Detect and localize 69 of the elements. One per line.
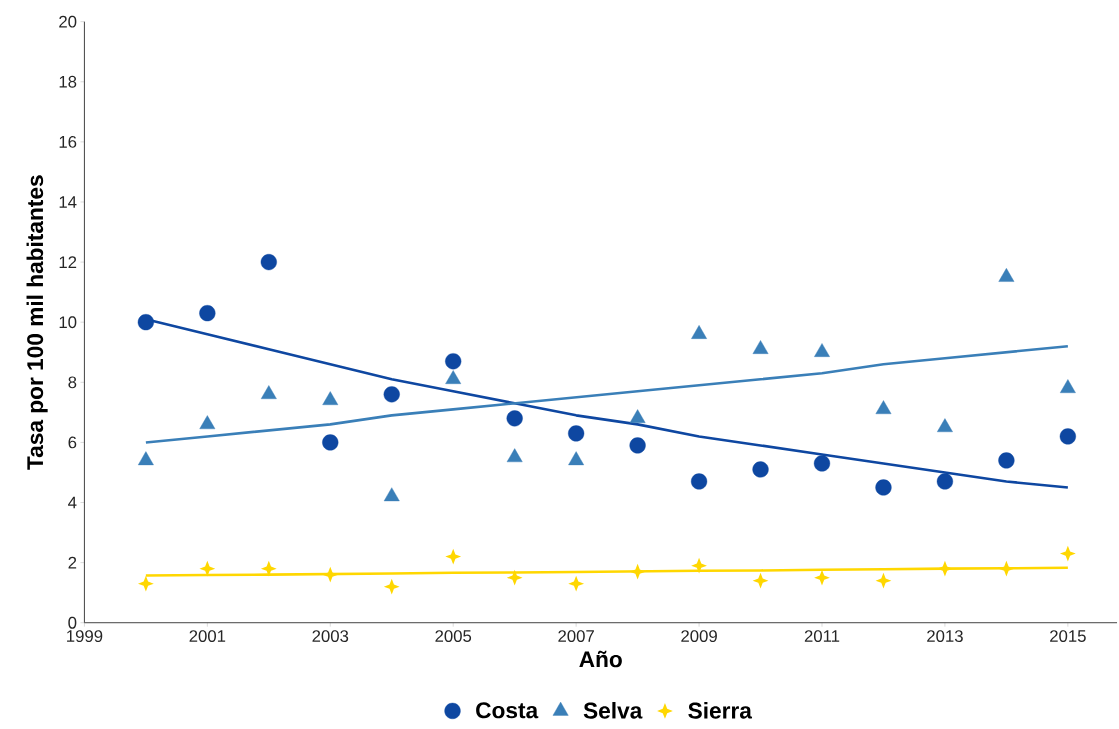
point	[1059, 545, 1076, 562]
point	[752, 340, 769, 354]
point	[138, 451, 154, 466]
x-tick-label: 2011	[804, 630, 840, 642]
point	[260, 385, 277, 399]
point	[937, 418, 953, 432]
x-tick-label: 2009	[681, 630, 717, 642]
point	[752, 461, 769, 478]
point	[199, 415, 216, 429]
point	[322, 391, 339, 405]
y-tick-label: 20	[59, 15, 77, 28]
x-tick-label: 2005	[435, 630, 472, 642]
x-tick-label: 2015	[1050, 630, 1086, 642]
y-tick-label: 12	[59, 256, 77, 268]
legend-label: Selva	[583, 701, 643, 719]
point	[568, 575, 585, 592]
point	[199, 560, 216, 577]
y-tick-label: 18	[59, 75, 77, 88]
point	[814, 569, 830, 586]
x-tick-label: 2001	[189, 630, 226, 642]
point	[1059, 428, 1076, 445]
point	[322, 434, 339, 451]
y-tick-label: 8	[68, 376, 77, 389]
y-tick-label: 0	[68, 616, 77, 629]
point	[691, 325, 707, 339]
y-tick-label: 14	[59, 196, 77, 208]
point	[383, 386, 400, 403]
legend-label: Sierra	[688, 701, 753, 719]
point	[1059, 379, 1076, 393]
point	[506, 410, 523, 427]
point	[875, 400, 892, 414]
legend-label: Costa	[476, 702, 539, 719]
point	[998, 452, 1015, 469]
y-tick-label: 10	[59, 316, 77, 329]
point	[629, 437, 646, 454]
point	[690, 473, 708, 490]
point	[383, 487, 400, 502]
point	[506, 569, 523, 586]
point	[814, 343, 830, 357]
point	[506, 448, 523, 463]
point	[260, 560, 277, 577]
point	[137, 575, 154, 592]
point	[752, 572, 769, 589]
point	[936, 473, 954, 490]
point	[568, 451, 585, 466]
x-tick-label: 2007	[558, 630, 594, 642]
point	[937, 560, 953, 577]
x-tick-label: 1999	[67, 630, 103, 642]
y-axis-title: Tasa por 100 mil habitantes	[26, 175, 48, 470]
point	[629, 409, 646, 423]
x-tick-label: 2013	[927, 630, 963, 642]
y-tick-label: 2	[68, 556, 77, 569]
point	[629, 563, 646, 580]
y-tick-label: 6	[68, 436, 77, 449]
x-axis-title: Año	[579, 650, 622, 668]
point	[998, 560, 1015, 577]
point	[813, 455, 831, 472]
x-tick-label: 2003	[312, 630, 349, 642]
point	[568, 425, 585, 442]
point	[445, 548, 462, 565]
point	[998, 267, 1015, 282]
y-tick-label: 16	[59, 135, 77, 148]
point	[445, 370, 462, 384]
point	[383, 578, 400, 595]
point	[875, 479, 892, 496]
point	[322, 566, 339, 583]
point	[875, 572, 892, 589]
point	[691, 557, 707, 574]
y-tick-label: 4	[68, 496, 77, 509]
